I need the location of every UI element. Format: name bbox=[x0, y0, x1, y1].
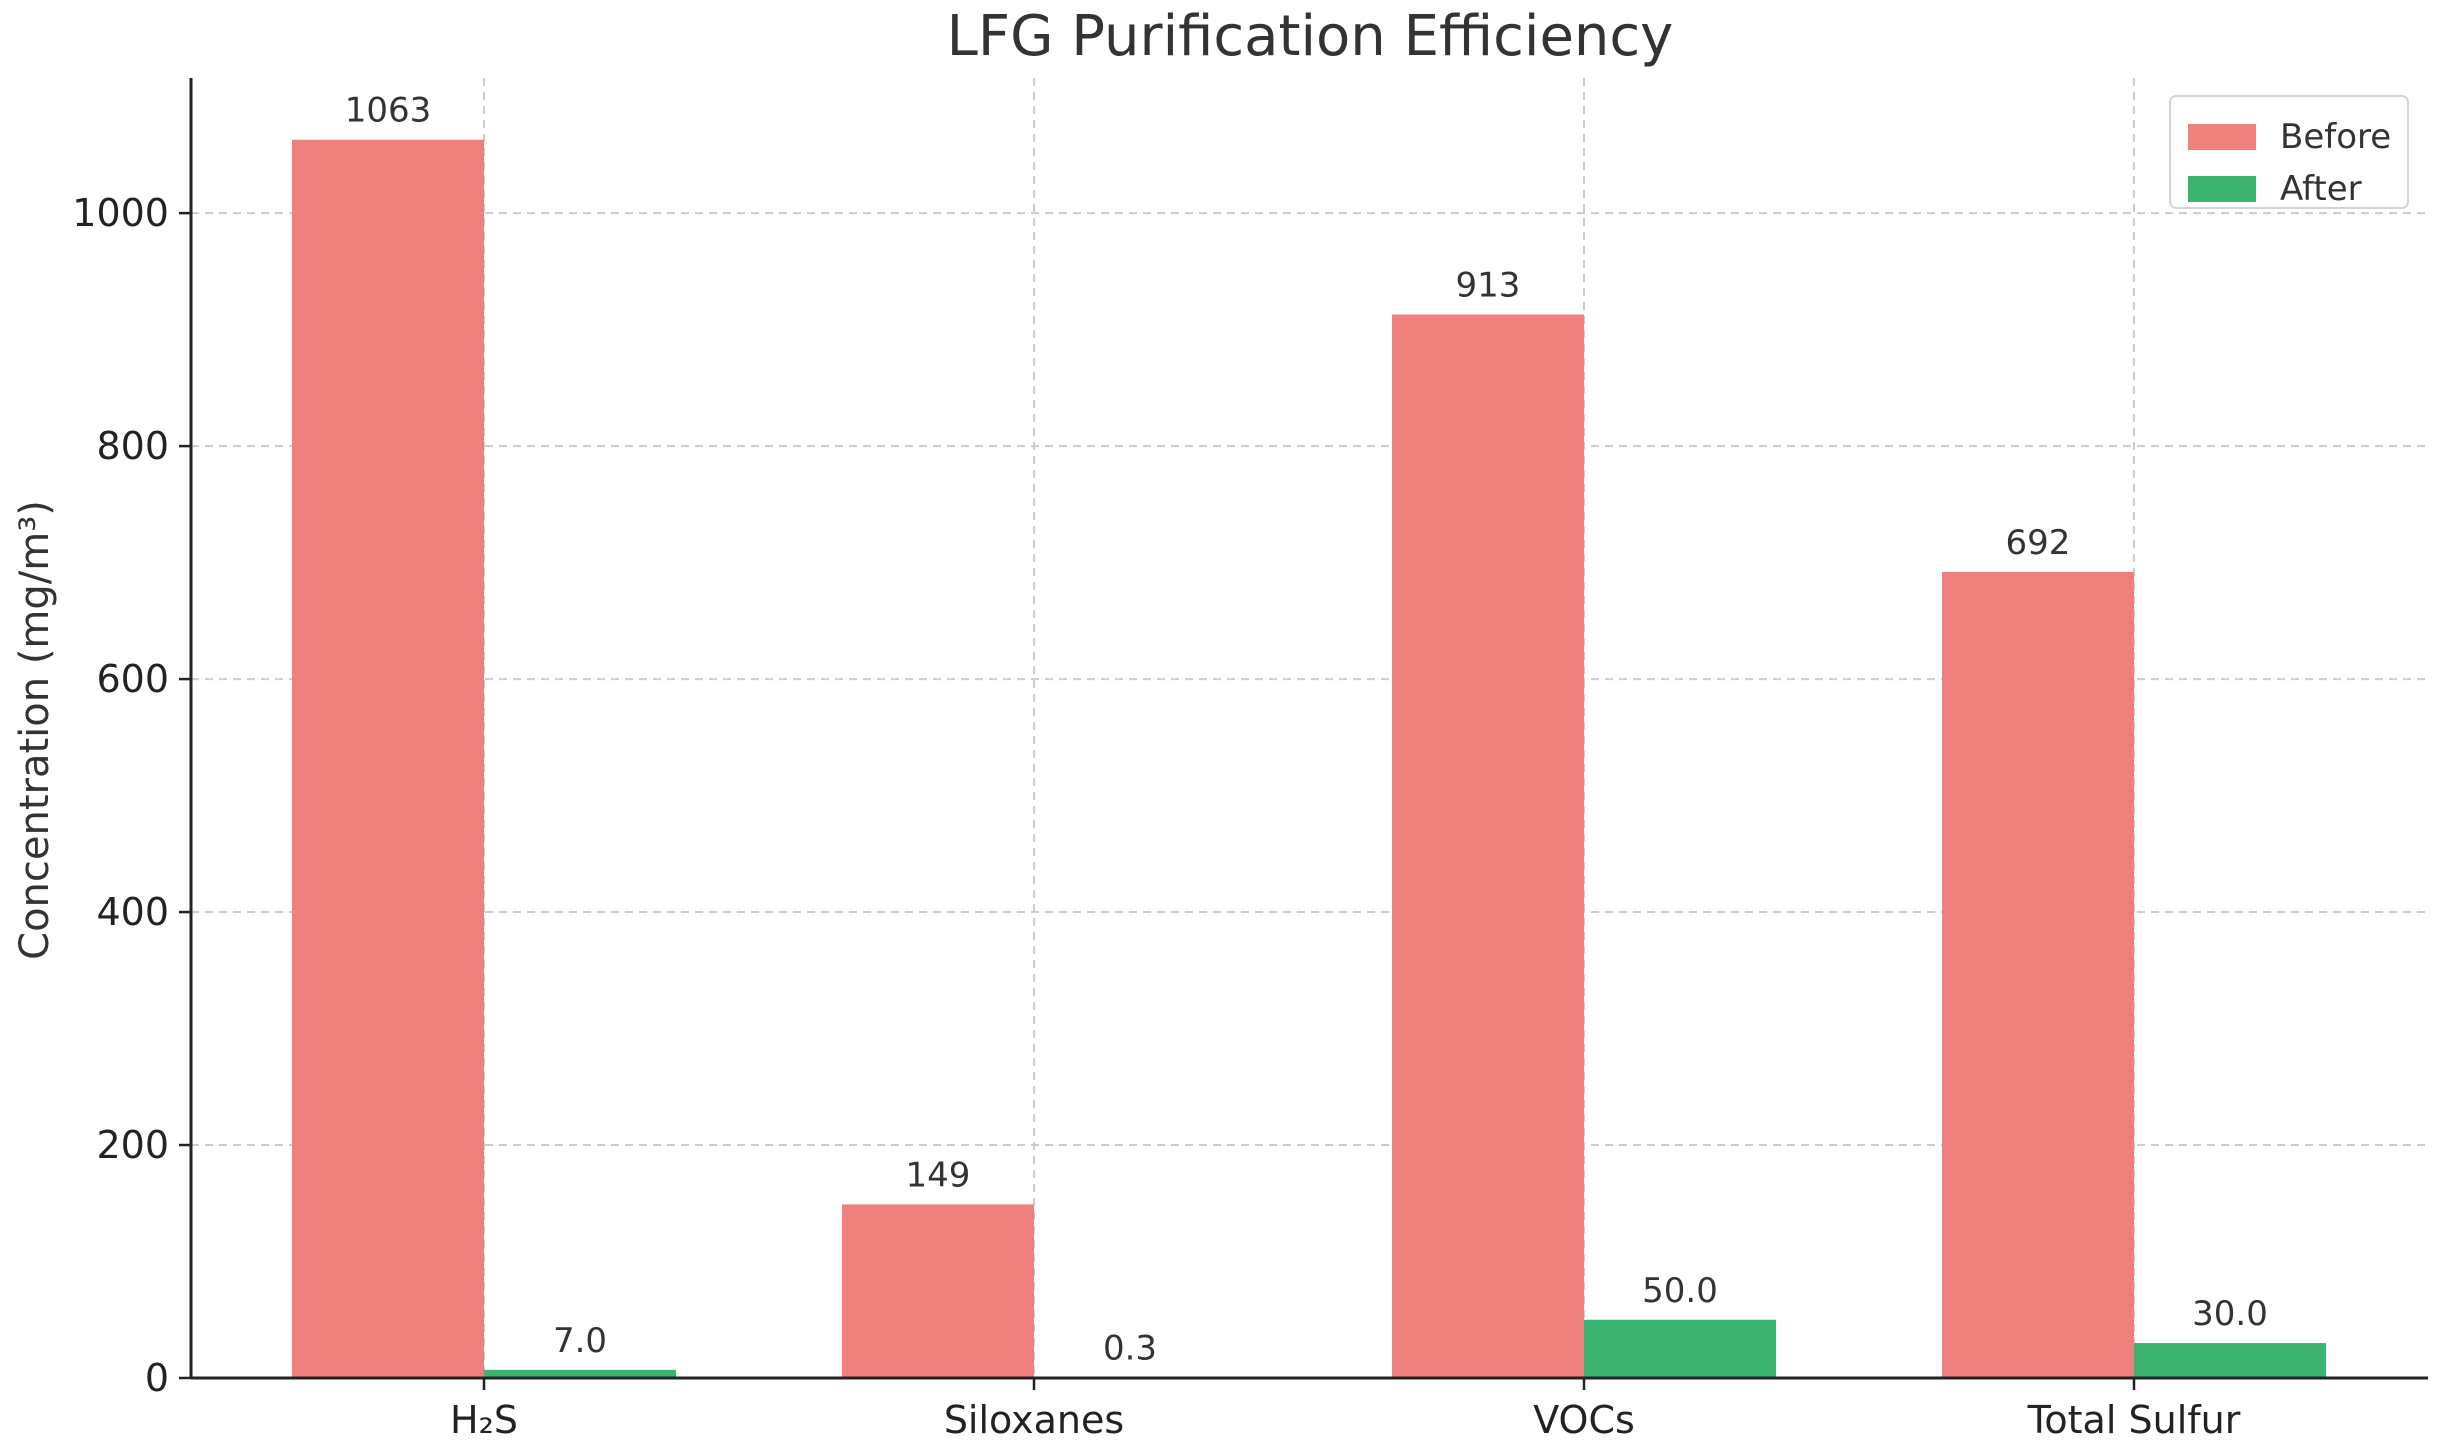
data-label-after-3: 30.0 bbox=[2192, 1294, 2268, 1334]
y-tick-label: 800 bbox=[96, 424, 169, 468]
data-label-after-2: 50.0 bbox=[1642, 1271, 1718, 1311]
data-label-before-0: 1063 bbox=[345, 91, 432, 131]
legend-label-after: After bbox=[2280, 169, 2362, 209]
y-tick-label: 200 bbox=[96, 1123, 169, 1167]
data-label-after-1: 0.3 bbox=[1103, 1329, 1157, 1369]
bar-before-3 bbox=[1942, 572, 2134, 1378]
x-tick-label: Siloxanes bbox=[944, 1398, 1124, 1442]
data-label-after-0: 7.0 bbox=[553, 1321, 607, 1361]
bar-before-1 bbox=[842, 1204, 1034, 1378]
legend: Before After bbox=[2170, 96, 2408, 209]
x-tick-label: Total Sulfur bbox=[2027, 1398, 2241, 1442]
y-tick-label: 600 bbox=[96, 657, 169, 701]
y-tick-label: 0 bbox=[145, 1356, 169, 1400]
y-tick-label: 400 bbox=[96, 890, 169, 934]
bar-after-2 bbox=[1584, 1320, 1776, 1378]
y-tick-label: 1000 bbox=[72, 191, 169, 235]
data-label-before-2: 913 bbox=[1456, 265, 1521, 305]
legend-swatch-after bbox=[2188, 176, 2256, 202]
x-tick-label: H₂S bbox=[450, 1398, 518, 1442]
legend-label-before: Before bbox=[2280, 117, 2391, 157]
data-label-before-1: 149 bbox=[906, 1155, 971, 1195]
bars-layer bbox=[292, 140, 2326, 1378]
data-label-before-3: 692 bbox=[2006, 523, 2071, 563]
bar-before-0 bbox=[292, 140, 484, 1378]
bar-before-2 bbox=[1392, 314, 1584, 1378]
chart-title: LFG Purification Efficiency bbox=[947, 4, 1674, 69]
legend-swatch-before bbox=[2188, 124, 2256, 150]
y-axis-label: Concentration (mg/m³) bbox=[12, 500, 58, 960]
bar-after-3 bbox=[2134, 1343, 2326, 1378]
x-tick-label: VOCs bbox=[1533, 1398, 1635, 1442]
